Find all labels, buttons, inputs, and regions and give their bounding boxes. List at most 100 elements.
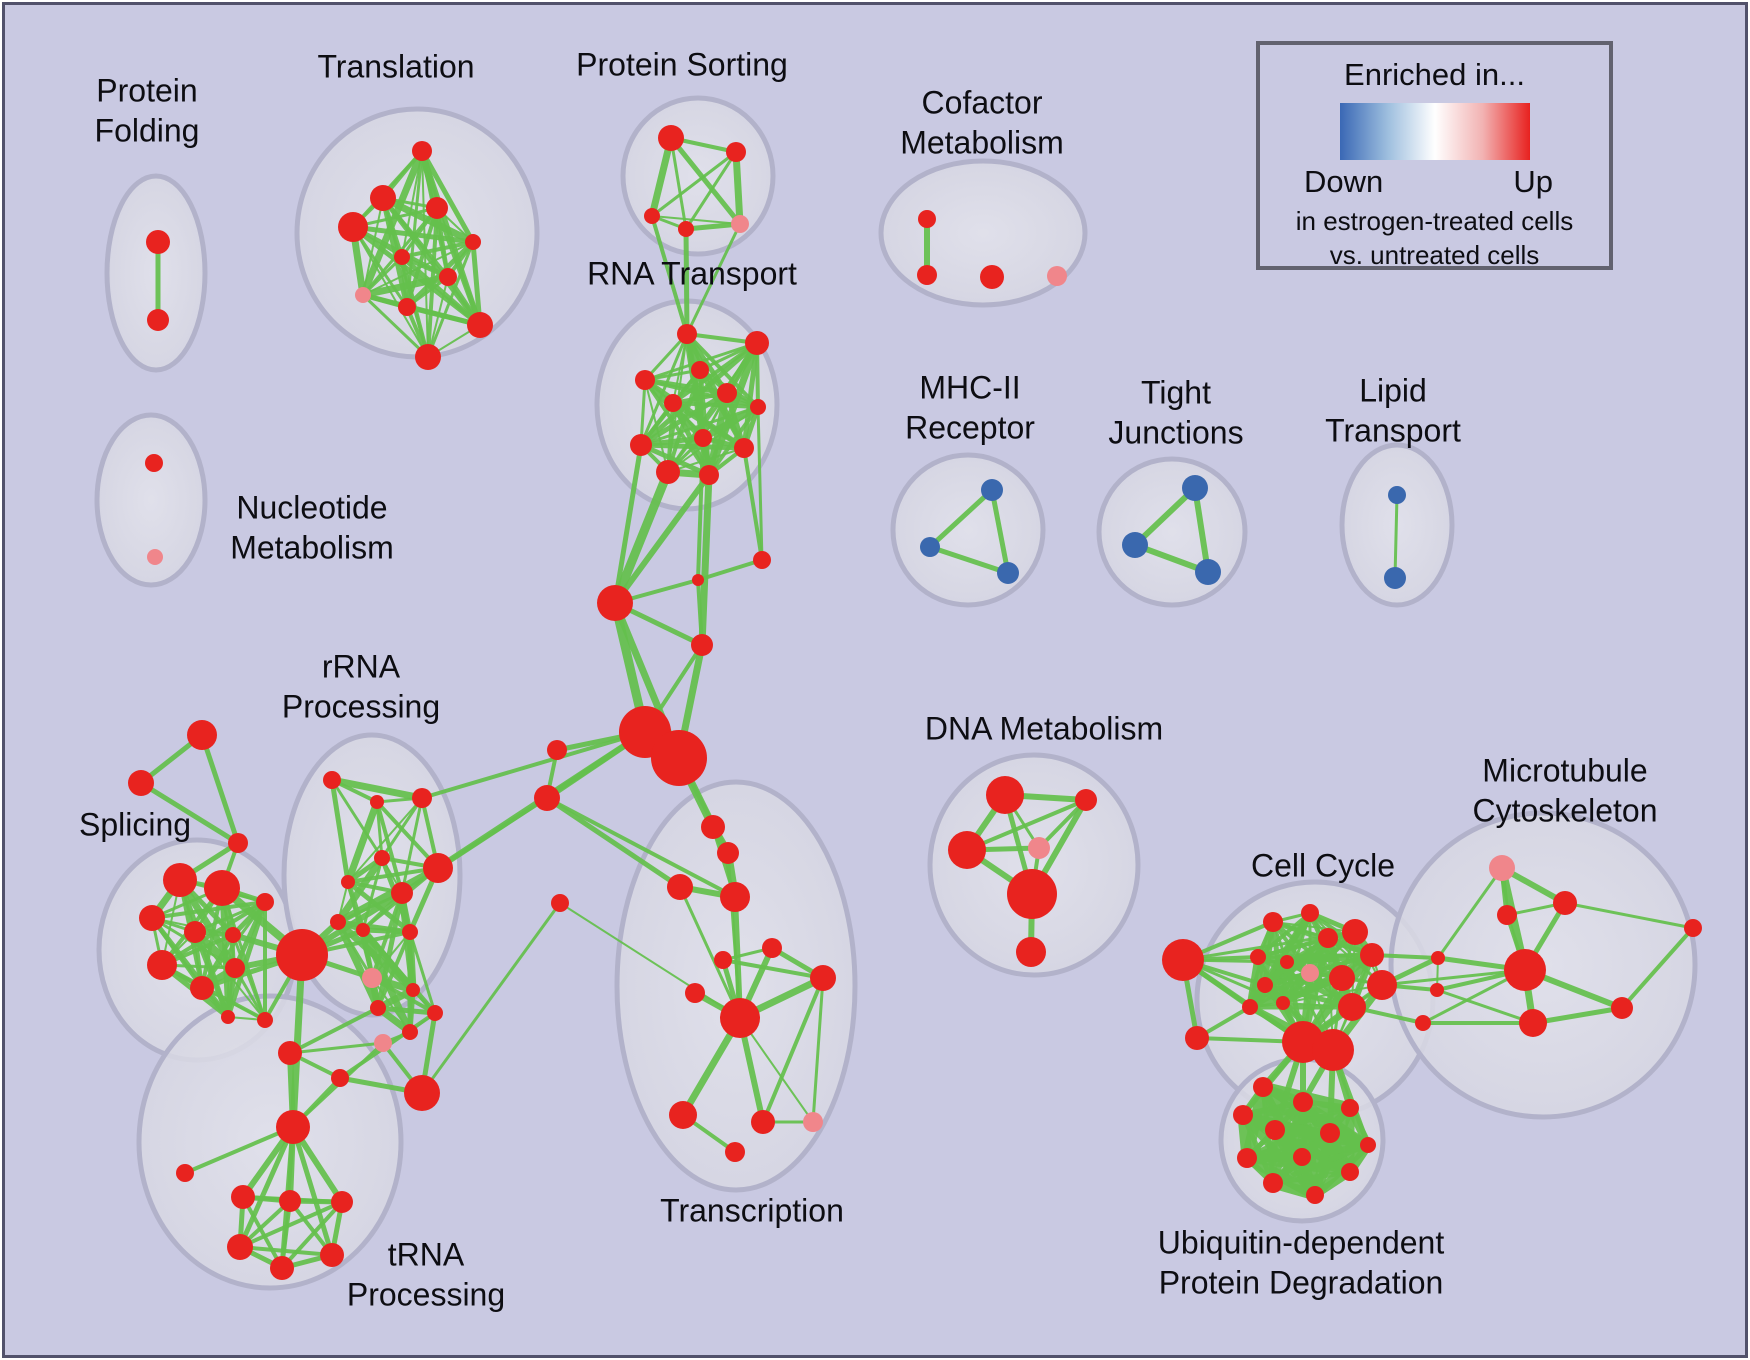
gene-set-node[interactable] bbox=[1007, 869, 1057, 919]
gene-set-node[interactable] bbox=[1250, 949, 1266, 965]
gene-set-node[interactable] bbox=[691, 361, 709, 379]
gene-set-node[interactable] bbox=[694, 429, 712, 447]
gene-set-node[interactable] bbox=[374, 850, 390, 866]
gene-set-node[interactable] bbox=[669, 1101, 697, 1129]
gene-set-node[interactable] bbox=[980, 265, 1004, 289]
gene-set-node[interactable] bbox=[720, 998, 760, 1038]
gene-set-node[interactable] bbox=[692, 574, 704, 586]
gene-set-node[interactable] bbox=[402, 924, 418, 940]
gene-set-node[interactable] bbox=[184, 921, 206, 943]
gene-set-node[interactable] bbox=[1263, 912, 1283, 932]
gene-set-node[interactable] bbox=[128, 770, 154, 796]
gene-set-node[interactable] bbox=[146, 230, 170, 254]
gene-set-node[interactable] bbox=[1195, 559, 1221, 585]
gene-set-node[interactable] bbox=[1028, 837, 1050, 859]
gene-set-node[interactable] bbox=[1301, 904, 1319, 922]
gene-set-node[interactable] bbox=[406, 983, 420, 997]
gene-set-node[interactable] bbox=[731, 215, 749, 233]
gene-set-node[interactable] bbox=[1293, 1148, 1311, 1166]
gene-set-node[interactable] bbox=[667, 874, 693, 900]
network-canvas[interactable]: Protein Folding Translation Protein Sorting… bbox=[5, 5, 1748, 1358]
gene-set-node[interactable] bbox=[948, 831, 986, 869]
gene-set-node[interactable] bbox=[427, 1005, 443, 1021]
gene-set-node[interactable] bbox=[1384, 567, 1406, 589]
gene-set-node[interactable] bbox=[331, 1069, 349, 1087]
gene-set-node[interactable] bbox=[394, 249, 410, 265]
gene-set-node[interactable] bbox=[726, 142, 746, 162]
gene-set-node[interactable] bbox=[320, 1243, 344, 1267]
gene-set-node[interactable] bbox=[678, 221, 694, 237]
gene-set-node[interactable] bbox=[139, 905, 165, 931]
gene-set-node[interactable] bbox=[163, 863, 197, 897]
gene-set-node[interactable] bbox=[810, 965, 836, 991]
gene-set-node[interactable] bbox=[917, 265, 937, 285]
gene-set-node[interactable] bbox=[1519, 1009, 1547, 1037]
gene-set-node[interactable] bbox=[1430, 983, 1444, 997]
gene-set-node[interactable] bbox=[1280, 955, 1294, 969]
gene-set-node[interactable] bbox=[1233, 1105, 1253, 1125]
gene-set-node[interactable] bbox=[145, 454, 163, 472]
gene-set-node[interactable] bbox=[699, 465, 719, 485]
gene-set-node[interactable] bbox=[323, 771, 341, 789]
gene-set-node[interactable] bbox=[412, 141, 432, 161]
gene-set-node[interactable] bbox=[187, 720, 217, 750]
gene-set-node[interactable] bbox=[221, 1010, 235, 1024]
gene-set-node[interactable] bbox=[404, 1075, 440, 1111]
gene-set-node[interactable] bbox=[1338, 993, 1366, 1021]
gene-set-node[interactable] bbox=[1360, 943, 1384, 967]
gene-set-node[interactable] bbox=[1341, 1099, 1359, 1117]
gene-set-node[interactable] bbox=[231, 1185, 255, 1209]
gene-set-node[interactable] bbox=[330, 914, 346, 930]
gene-set-node[interactable] bbox=[677, 324, 697, 344]
gene-set-node[interactable] bbox=[762, 938, 782, 958]
gene-set-node[interactable] bbox=[1367, 970, 1397, 1000]
gene-set-node[interactable] bbox=[279, 1190, 301, 1212]
gene-set-node[interactable] bbox=[714, 951, 732, 969]
gene-set-node[interactable] bbox=[534, 785, 560, 811]
gene-set-node[interactable] bbox=[256, 893, 274, 911]
gene-set-node[interactable] bbox=[1504, 949, 1546, 991]
gene-set-node[interactable] bbox=[465, 234, 481, 250]
gene-set-node[interactable] bbox=[1265, 1120, 1285, 1140]
gene-set-node[interactable] bbox=[1553, 891, 1577, 915]
gene-set-node[interactable] bbox=[147, 549, 163, 565]
gene-set-node[interactable] bbox=[370, 1000, 386, 1016]
gene-set-node[interactable] bbox=[423, 853, 453, 883]
gene-set-node[interactable] bbox=[147, 309, 169, 331]
gene-set-node[interactable] bbox=[1497, 905, 1517, 925]
gene-set-node[interactable] bbox=[597, 585, 633, 621]
gene-set-node[interactable] bbox=[920, 537, 940, 557]
gene-set-node[interactable] bbox=[331, 1191, 353, 1213]
gene-set-node[interactable] bbox=[630, 434, 652, 456]
gene-set-node[interactable] bbox=[651, 730, 707, 786]
gene-set-node[interactable] bbox=[1047, 266, 1067, 286]
gene-set-node[interactable] bbox=[402, 1024, 418, 1040]
gene-set-node[interactable] bbox=[1162, 939, 1204, 981]
gene-set-node[interactable] bbox=[750, 399, 766, 415]
gene-set-node[interactable] bbox=[276, 1110, 310, 1144]
gene-set-node[interactable] bbox=[1318, 928, 1338, 948]
gene-set-node[interactable] bbox=[356, 923, 370, 937]
gene-set-node[interactable] bbox=[228, 833, 248, 853]
gene-set-node[interactable] bbox=[656, 460, 680, 484]
gene-set-node[interactable] bbox=[986, 776, 1024, 814]
gene-set-node[interactable] bbox=[341, 875, 355, 889]
gene-set-node[interactable] bbox=[276, 929, 328, 981]
gene-set-node[interactable] bbox=[701, 815, 725, 839]
gene-set-node[interactable] bbox=[176, 1164, 194, 1182]
gene-set-node[interactable] bbox=[225, 958, 245, 978]
gene-set-node[interactable] bbox=[1253, 1077, 1273, 1097]
gene-set-node[interactable] bbox=[1684, 919, 1702, 937]
gene-set-node[interactable] bbox=[370, 795, 384, 809]
gene-set-node[interactable] bbox=[270, 1256, 294, 1280]
gene-set-node[interactable] bbox=[1320, 1123, 1340, 1143]
gene-set-node[interactable] bbox=[664, 394, 682, 412]
gene-set-node[interactable] bbox=[338, 212, 368, 242]
gene-set-node[interactable] bbox=[257, 1012, 273, 1028]
gene-set-node[interactable] bbox=[467, 312, 493, 338]
gene-set-node[interactable] bbox=[426, 197, 448, 219]
gene-set-node[interactable] bbox=[1312, 1029, 1354, 1071]
gene-set-node[interactable] bbox=[717, 842, 739, 864]
gene-set-node[interactable] bbox=[227, 1234, 253, 1260]
gene-set-node[interactable] bbox=[412, 788, 432, 808]
